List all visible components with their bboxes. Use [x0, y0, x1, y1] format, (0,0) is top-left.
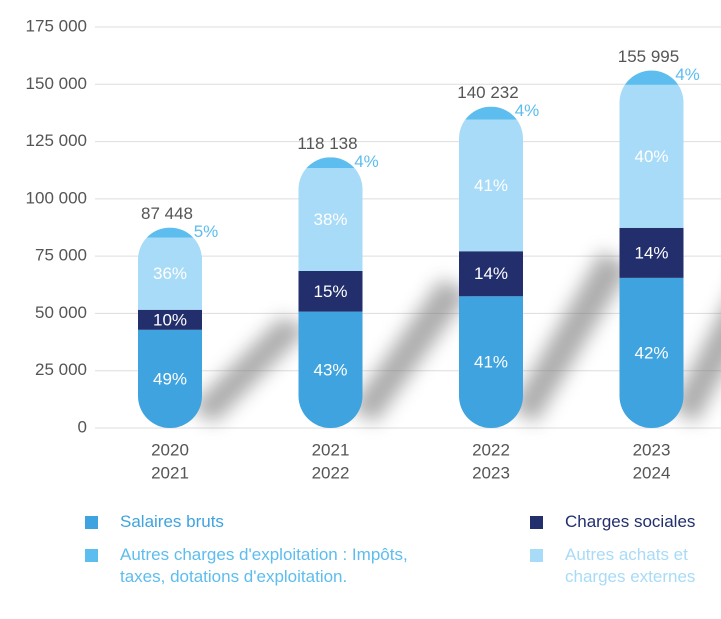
segment-label: 14% [634, 243, 668, 262]
bar-segment [138, 329, 202, 428]
segment-label: 10% [153, 310, 187, 329]
bar-shadow [350, 279, 471, 423]
bar-segment [459, 251, 523, 297]
segment-label: 5% [194, 222, 219, 241]
x-tick-label: 2021 [312, 440, 350, 459]
legend-swatch [530, 549, 543, 562]
bar-segment [619, 227, 684, 278]
segment-label: 14% [474, 264, 508, 283]
segment-label: 15% [313, 282, 347, 301]
y-tick-label: 125 000 [26, 131, 87, 150]
segment-label: 43% [313, 360, 347, 379]
y-tick-label: 50 000 [35, 303, 87, 322]
legend-label: Autres achats et charges externes [565, 545, 696, 586]
segment-label: 41% [474, 176, 508, 195]
bar-segment [138, 227, 202, 238]
bar-shadow [671, 310, 721, 423]
segment-label: 49% [153, 369, 187, 388]
y-tick-label: 25 000 [35, 360, 87, 379]
bar-segment [138, 309, 202, 330]
y-tick-label: 0 [78, 417, 87, 436]
legend-swatch [85, 549, 98, 562]
bar-segment [298, 157, 363, 169]
bar-segment [619, 70, 684, 85]
segment-label: 4% [675, 65, 700, 84]
bar-segment [138, 237, 202, 310]
bar [459, 106, 523, 428]
bar-shadow [511, 251, 631, 423]
bar-segment [619, 277, 684, 428]
x-tick-label: 2022 [312, 463, 350, 482]
total-label: 118 138 [297, 134, 357, 153]
x-tick-label: 2020 [151, 440, 189, 459]
x-tick-label: 2021 [151, 463, 189, 482]
segment-label: 42% [634, 343, 668, 362]
y-tick-label: 75 000 [35, 246, 87, 265]
legend-swatch [85, 516, 98, 529]
y-tick-label: 175 000 [26, 16, 87, 35]
bar-segment [298, 168, 363, 271]
bar [138, 227, 202, 428]
segment-label: 41% [474, 353, 508, 372]
legend-label: Charges sociales [565, 512, 696, 531]
bar-shadow [190, 317, 310, 423]
segment-label: 36% [153, 264, 187, 283]
bar-segment [459, 119, 523, 252]
y-tick-label: 150 000 [26, 74, 87, 93]
bar [298, 157, 363, 428]
bar [619, 70, 684, 428]
segment-label: 40% [634, 147, 668, 166]
bar-segment [459, 106, 523, 120]
segment-label: 4% [354, 152, 379, 171]
total-label: 140 232 [457, 83, 518, 102]
x-tick-label: 2023 [472, 463, 510, 482]
total-label: 87 448 [141, 204, 193, 223]
legend-label: Salaires bruts [120, 512, 224, 531]
segment-label: 4% [515, 101, 540, 120]
bar-segment [459, 296, 523, 428]
x-tick-label: 2023 [633, 440, 671, 459]
y-tick-label: 100 000 [26, 188, 87, 207]
legend-label: Autres charges d'exploitation : Impôts, … [120, 545, 408, 586]
x-tick-label: 2022 [472, 440, 510, 459]
legend-swatch [530, 516, 543, 529]
bar-segment [298, 311, 363, 428]
total-label: 155 995 [618, 47, 679, 66]
x-tick-label: 2024 [633, 463, 671, 482]
bar-segment [619, 84, 684, 228]
bar-segment [298, 270, 363, 312]
segment-label: 38% [313, 210, 347, 229]
